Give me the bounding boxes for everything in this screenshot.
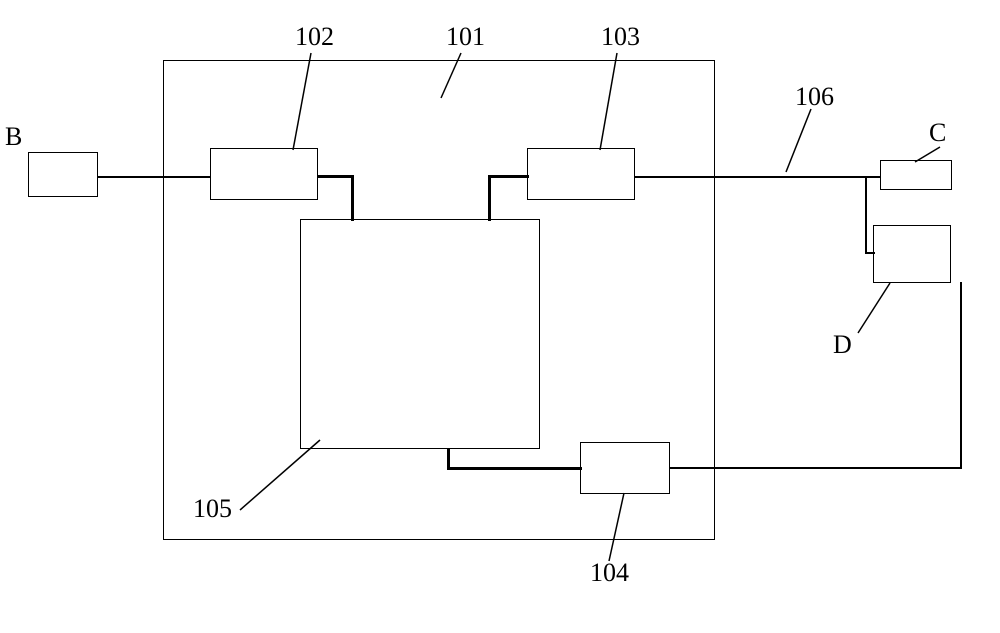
conn-104-d-h1	[670, 467, 962, 469]
conn-branch-d-v	[865, 176, 867, 253]
box-104	[580, 442, 670, 494]
label-104: 104	[590, 558, 629, 588]
conn-105-104-h	[447, 467, 582, 470]
box-c	[880, 160, 952, 190]
conn-103-105-v	[488, 175, 491, 221]
conn-b-102	[98, 176, 210, 178]
box-d	[873, 225, 951, 283]
label-101: 101	[446, 22, 485, 52]
box-105	[300, 219, 540, 449]
label-102: 102	[295, 22, 334, 52]
label-106: 106	[795, 82, 834, 112]
box-102	[210, 148, 318, 200]
conn-branch-d-h	[865, 252, 875, 254]
conn-102-105-h	[318, 175, 354, 178]
box-103	[527, 148, 635, 200]
label-105: 105	[193, 494, 232, 524]
conn-103-c	[635, 176, 880, 178]
conn-104-d-v	[960, 282, 962, 468]
box-b	[28, 152, 98, 197]
label-b: B	[5, 122, 22, 152]
conn-102-105-v	[351, 175, 354, 221]
label-c: C	[929, 118, 946, 148]
label-d: D	[833, 330, 852, 360]
conn-103-105-h	[488, 175, 529, 178]
label-103: 103	[601, 22, 640, 52]
